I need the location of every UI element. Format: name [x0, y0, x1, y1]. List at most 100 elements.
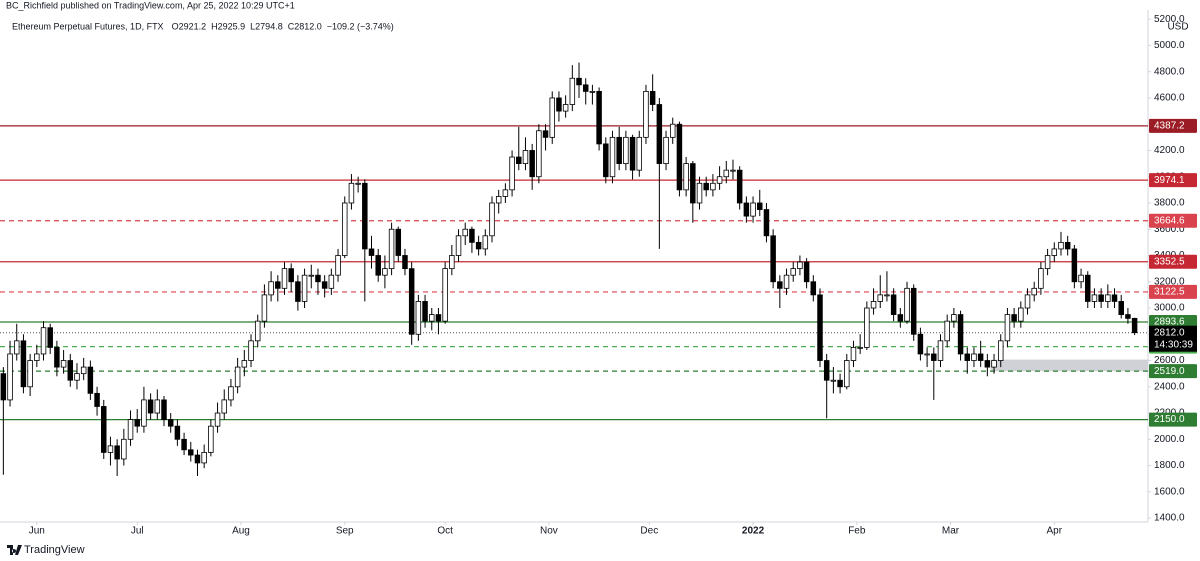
level-tag	[1149, 118, 1197, 133]
candle-body	[1131, 317, 1138, 334]
candle-body	[147, 399, 154, 414]
y-tick-label: 4800.0	[1154, 66, 1185, 77]
candle-body	[141, 399, 147, 427]
candle-body	[1011, 314, 1017, 322]
candle-body	[669, 123, 676, 138]
candle-body	[736, 169, 743, 204]
candle-body	[830, 379, 837, 382]
candle-body	[214, 412, 221, 427]
candle-body	[696, 182, 703, 204]
y-tick-label: 4200.0	[1154, 145, 1185, 156]
candle-body	[864, 307, 870, 348]
y-tick-label: 3800.0	[1154, 198, 1185, 209]
candle-body	[388, 228, 395, 270]
candle-body	[536, 130, 542, 178]
x-tick-label: Sep	[336, 526, 354, 537]
level-tag-label: 3974.1	[1154, 175, 1185, 186]
candle-body	[690, 163, 696, 204]
candle-body	[341, 202, 348, 256]
ohlc-key: O	[172, 21, 179, 31]
candle-body	[1105, 294, 1111, 302]
brand-logo	[7, 545, 22, 555]
candle-body	[884, 294, 890, 297]
candle-body	[462, 228, 468, 237]
candle-body	[509, 156, 515, 191]
candle-body	[482, 235, 489, 250]
y-tick-label: 1400.0	[1154, 513, 1185, 524]
level-tag-label: 2150.0	[1154, 414, 1185, 425]
candle-body	[810, 281, 817, 296]
candle-body	[80, 366, 87, 375]
currency: USD	[1167, 22, 1188, 33]
candle-body	[1118, 301, 1124, 315]
candle-body	[1098, 294, 1104, 302]
candle-body	[904, 287, 910, 322]
candle-body	[275, 281, 281, 289]
candle-body	[770, 235, 776, 283]
x-tick-label: Dec	[640, 526, 658, 537]
candle-body	[87, 366, 94, 394]
candle-body	[362, 182, 368, 250]
candle-body	[763, 209, 770, 237]
candle-body	[556, 97, 562, 112]
candle-body	[723, 169, 730, 178]
candle-body	[495, 196, 502, 204]
candle-body	[623, 136, 629, 164]
candle-body	[167, 419, 174, 427]
candle-body	[542, 130, 549, 138]
candle-body	[783, 274, 790, 289]
candle-body	[429, 314, 435, 322]
candle-body	[328, 274, 335, 289]
candle-body	[643, 90, 649, 138]
candle-body	[977, 353, 984, 361]
symbol: Ethereum Perpetual Futures, 1D, FTX	[12, 21, 164, 31]
candle-body	[844, 360, 850, 388]
last-price-tag	[1149, 325, 1197, 352]
candle-body	[435, 314, 442, 322]
candle-body	[1044, 255, 1051, 270]
x-tick-label: Nov	[540, 526, 558, 537]
candle-body	[529, 150, 535, 178]
candle-body	[931, 353, 937, 361]
candle-body	[964, 353, 971, 361]
ohlc-value: 2921.2	[179, 21, 207, 31]
candle-body	[161, 399, 167, 420]
candle-body	[101, 406, 107, 453]
candle-body	[154, 399, 161, 414]
level-tag-label: 4387.2	[1154, 121, 1185, 132]
candle-body	[94, 392, 100, 407]
candle-body	[823, 360, 830, 381]
candle-body	[1058, 241, 1064, 250]
candle-body	[54, 346, 60, 368]
candle-body	[475, 241, 482, 250]
candle-body	[957, 314, 964, 355]
candle-body	[944, 320, 950, 342]
candle-body	[47, 327, 53, 348]
y-tick-label: 3000.0	[1154, 303, 1185, 314]
candle-body	[127, 419, 134, 440]
candle-body	[20, 340, 27, 388]
candle-body	[348, 182, 355, 204]
y-tick-label: 3600.0	[1154, 224, 1185, 235]
candle-body	[924, 353, 930, 356]
candle-body	[174, 425, 181, 440]
candle-body	[1031, 287, 1037, 296]
candle-body	[181, 438, 187, 451]
candle-body	[1024, 294, 1031, 309]
candle-body	[382, 268, 388, 276]
candle-body	[790, 268, 796, 276]
candle-body	[582, 84, 589, 92]
level-tag	[1149, 254, 1197, 269]
candle-body	[288, 268, 294, 283]
candle-body	[489, 202, 495, 237]
candle-body	[549, 97, 555, 138]
candle-body	[442, 268, 448, 322]
level-tag-label: 3664.6	[1154, 215, 1185, 226]
candle-body	[469, 228, 475, 243]
ohlc-key: L	[250, 21, 255, 31]
candle-body	[402, 255, 408, 270]
candle-body	[221, 399, 227, 414]
candle-body	[656, 104, 663, 165]
